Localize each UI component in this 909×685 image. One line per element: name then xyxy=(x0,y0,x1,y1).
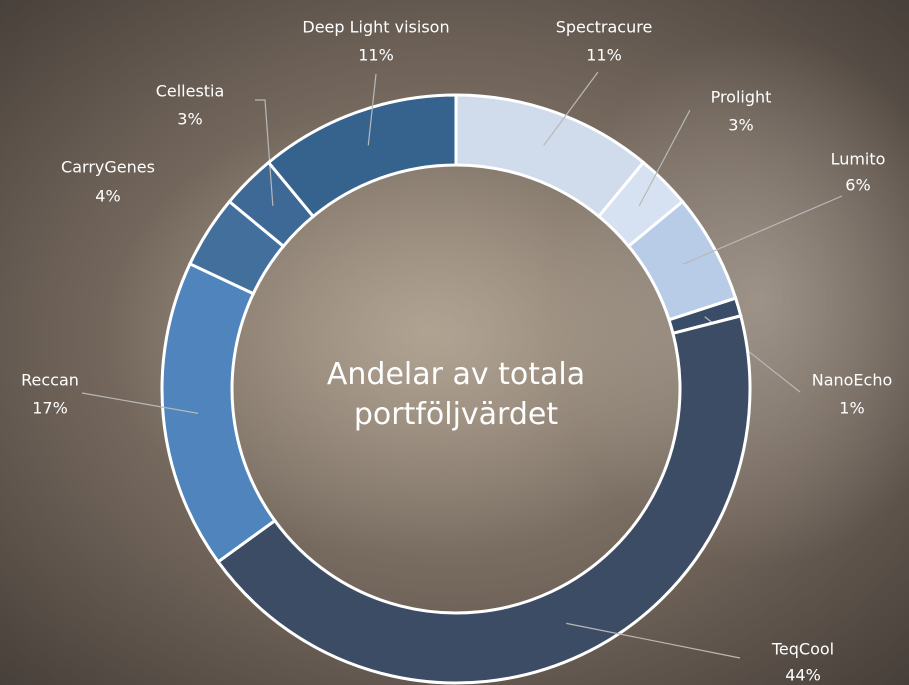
chart-title: Andelar av totala portföljvärdet xyxy=(306,355,606,435)
data-label-name: CarryGenes xyxy=(61,158,155,177)
data-label-value: 17% xyxy=(32,399,68,418)
data-label-name: Deep Light visison xyxy=(302,18,449,37)
data-label-value: 6% xyxy=(845,176,870,195)
chart: Spectracure 11% Prolight 3% Lumito 6% NanoEcho… xyxy=(0,0,909,685)
data-label-value: 11% xyxy=(358,46,394,65)
data-label-value: 44% xyxy=(785,666,821,685)
data-label-name: Reccan xyxy=(21,371,79,390)
data-label-name: Cellestia xyxy=(156,82,225,101)
data-label-name: Spectracure xyxy=(556,18,653,37)
data-label-value: 1% xyxy=(839,399,864,418)
donut-slice xyxy=(269,95,456,216)
page: Spectracure 11% Prolight 3% Lumito 6% NanoEcho… xyxy=(0,0,909,685)
data-label-value: 3% xyxy=(728,116,753,135)
data-label-value: 11% xyxy=(586,46,622,65)
data-label-value: 4% xyxy=(95,187,120,206)
data-label-name: Prolight xyxy=(711,88,772,107)
data-label-value: 3% xyxy=(177,110,202,129)
data-label-name: Lumito xyxy=(831,150,886,169)
data-label-name: NanoEcho xyxy=(812,371,893,390)
data-label-name: TeqCool xyxy=(771,640,834,659)
leader-line xyxy=(683,196,842,264)
donut-slice xyxy=(162,264,275,562)
